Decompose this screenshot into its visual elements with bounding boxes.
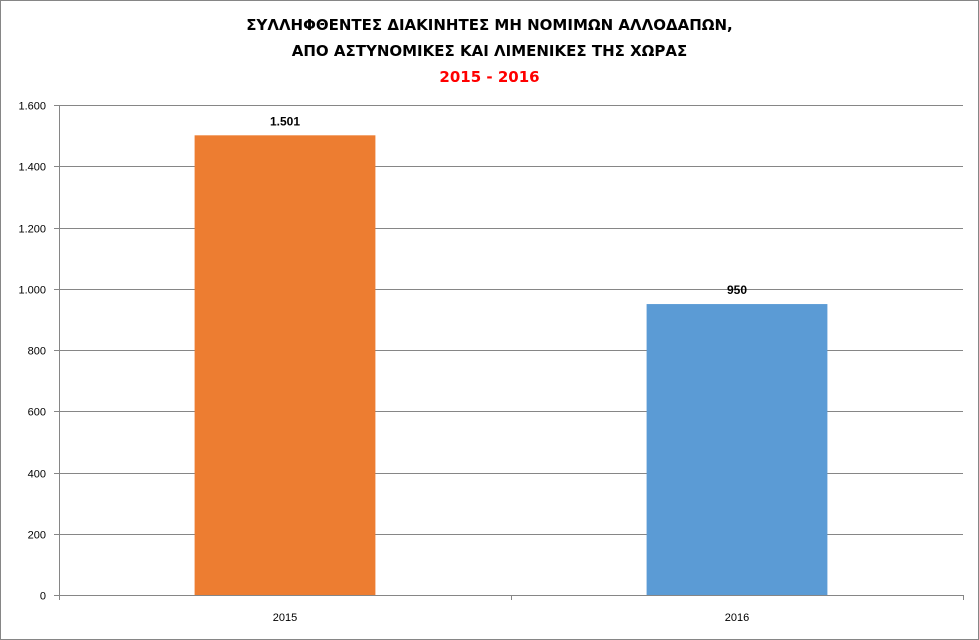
y-tick-label: 600 xyxy=(28,407,46,419)
chart-title-line-2: ΑΠΟ ΑΣΤΥΝΟΜΙΚΕΣ ΚΑΙ ΛΙΜΕΝΙΚΕΣ ΤΗΣ ΧΩΡΑΣ xyxy=(291,42,688,60)
y-tick-label: 1.200 xyxy=(18,224,46,236)
x-tick-label-2016: 2016 xyxy=(725,612,749,624)
chart-title-block: ΣΥΛΛΗΦΘΕΝΤΕΣ ΔΙΑΚΙΝΗΤΕΣ ΜΗ ΝΟΜΙΜΩΝ ΑΛΛΟΔ… xyxy=(0,12,979,90)
chart-title-line-1: ΣΥΛΛΗΦΘΕΝΤΕΣ ΔΙΑΚΙΝΗΤΕΣ ΜΗ ΝΟΜΙΜΩΝ ΑΛΛΟΔ… xyxy=(246,16,733,34)
y-tick-label: 1.400 xyxy=(18,162,46,174)
y-tick-label: 400 xyxy=(28,469,46,481)
y-tick-label: 1.600 xyxy=(18,101,46,113)
y-tick-label: 800 xyxy=(28,346,46,358)
y-tick-label: 1.000 xyxy=(18,285,46,297)
data-label-2016: 950 xyxy=(727,283,747,297)
y-tick-label: 200 xyxy=(28,530,46,542)
chart-subtitle: 2015 - 2016 xyxy=(439,68,540,86)
data-label-2015: 1.501 xyxy=(270,114,300,128)
bar-2016 xyxy=(646,304,828,595)
y-tick-label: 0 xyxy=(40,591,46,603)
bar-2015 xyxy=(194,135,376,595)
x-tick-label-2015: 2015 xyxy=(273,612,297,624)
